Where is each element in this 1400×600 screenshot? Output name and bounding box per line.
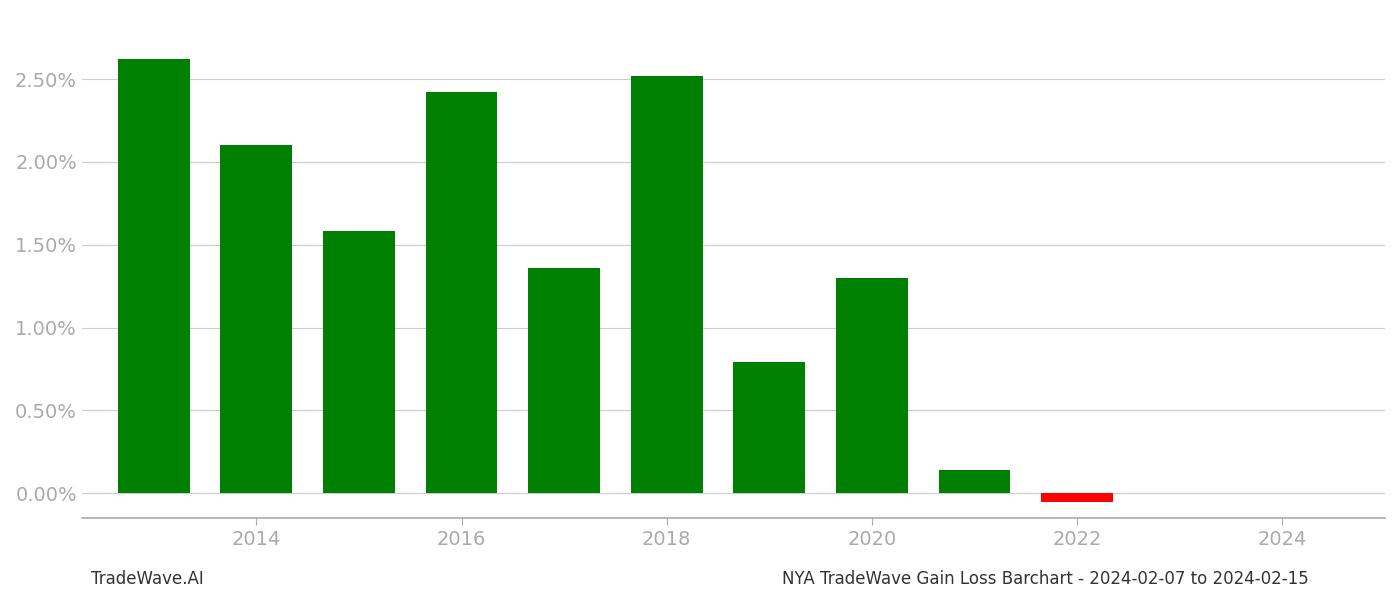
Bar (836, 278, 907, 493)
Bar (220, 145, 293, 493)
Bar (938, 470, 1011, 493)
Text: NYA TradeWave Gain Loss Barchart - 2024-02-07 to 2024-02-15: NYA TradeWave Gain Loss Barchart - 2024-… (783, 570, 1309, 588)
Text: TradeWave.AI: TradeWave.AI (91, 570, 204, 588)
Bar (426, 92, 497, 493)
Bar (323, 232, 395, 493)
Bar (734, 362, 805, 493)
Bar (631, 76, 703, 493)
Bar (118, 59, 189, 493)
Bar (1042, 493, 1113, 502)
Bar (528, 268, 601, 493)
